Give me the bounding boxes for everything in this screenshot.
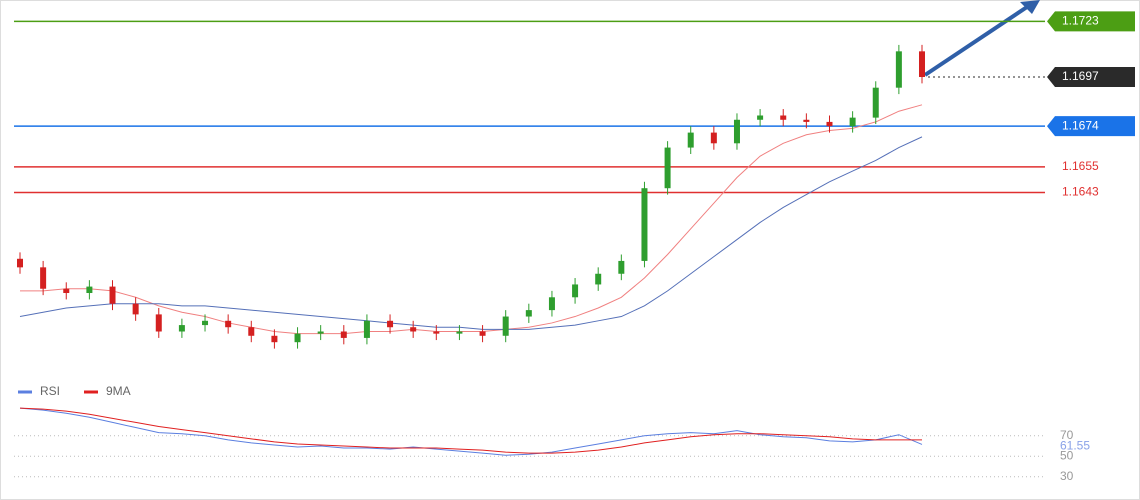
level-label-box [1047, 116, 1135, 137]
candle-body [548, 297, 555, 311]
candle-body [202, 320, 209, 326]
candle-body [641, 188, 648, 261]
candle-body [86, 286, 93, 294]
candle-body [826, 121, 833, 127]
candle-body [109, 286, 116, 304]
candle-body [780, 115, 787, 120]
candle-body [895, 51, 902, 88]
candle-body [664, 147, 671, 189]
candle-body [271, 335, 278, 343]
candle-body [363, 320, 370, 338]
trend-arrow [923, 3, 1032, 77]
arrow-head [1020, 0, 1040, 14]
candle-body [178, 325, 185, 332]
candle-body [710, 132, 717, 144]
legend-label: 9MA [106, 384, 131, 398]
candle-body [572, 284, 579, 298]
candle-body [757, 115, 764, 120]
candle-body [317, 331, 324, 334]
level-label: 1.1674 [1062, 118, 1099, 132]
candle-body [849, 117, 856, 127]
candle-body [387, 320, 394, 328]
candle-body [40, 267, 47, 289]
level-label: 1.1697 [1062, 69, 1099, 83]
candle-body [340, 331, 347, 338]
candle-body [733, 119, 740, 144]
candle-body [17, 258, 23, 268]
candle-body [687, 132, 694, 148]
level-label: 1.1723 [1062, 14, 1099, 28]
level-label: 1.1655 [1062, 159, 1099, 173]
candle-body [410, 327, 417, 332]
candle-body [248, 327, 255, 336]
moving-average [19, 136, 923, 330]
candle-body [294, 333, 301, 343]
level-label: 1.1643 [1062, 185, 1099, 199]
candle-body [919, 51, 925, 77]
candle-body [618, 260, 625, 274]
candle-body [63, 288, 70, 294]
indicator-line [19, 407, 922, 454]
candle-body [155, 314, 162, 332]
candle-body [225, 320, 232, 328]
legend-label: RSI [40, 384, 60, 398]
candle-body [525, 310, 532, 317]
y-tick-label: 50 [1060, 448, 1074, 462]
candle-body [803, 119, 810, 122]
candle-body [502, 316, 509, 336]
candle-body [132, 303, 139, 315]
candle-body [595, 273, 602, 285]
candle-body [456, 331, 463, 334]
moving-average [20, 104, 923, 335]
indicator-line [19, 407, 923, 456]
current-value-label: 61.55 [1060, 439, 1090, 453]
y-tick-label: 30 [1060, 469, 1074, 483]
level-label-box [1047, 11, 1135, 32]
candle-body [872, 87, 879, 118]
candle-body [479, 331, 486, 336]
y-tick-label: 70 [1060, 428, 1074, 442]
level-label-box [1047, 66, 1135, 87]
candle-body [433, 331, 440, 334]
